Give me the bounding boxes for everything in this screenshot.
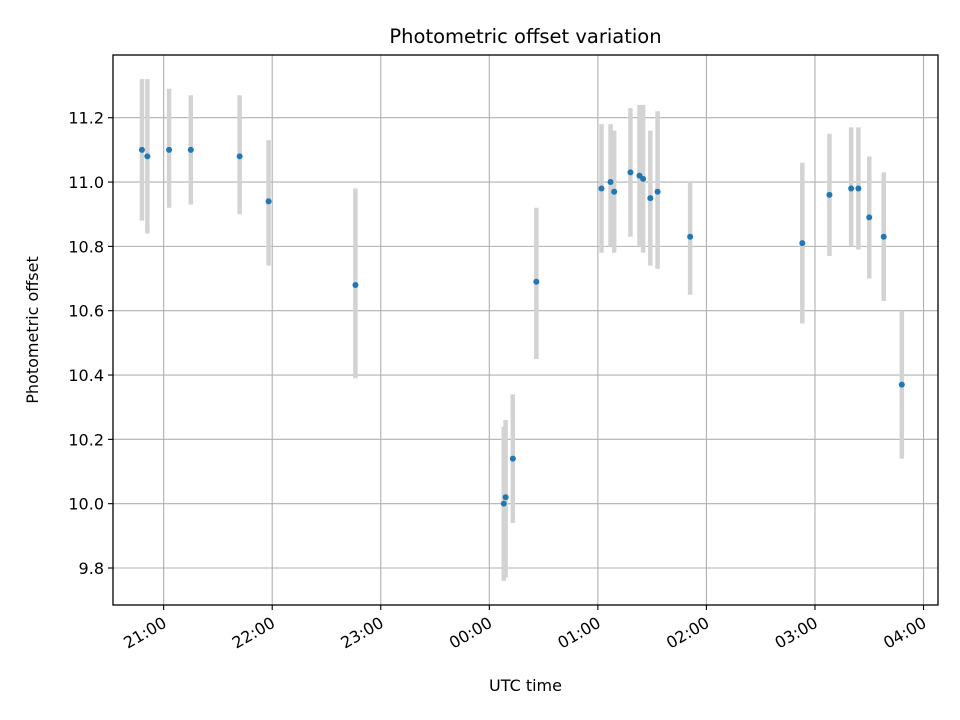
- y-tick-label: 10.6: [68, 302, 104, 321]
- data-point: [647, 195, 654, 202]
- data-point: [500, 500, 507, 507]
- y-tick-label: 10.2: [68, 430, 104, 449]
- data-point: [265, 198, 272, 205]
- data-point: [627, 169, 634, 176]
- y-tick-label: 9.8: [79, 559, 104, 578]
- y-tick-label: 11.0: [68, 173, 104, 192]
- data-point: [144, 153, 151, 160]
- data-point: [509, 455, 516, 462]
- y-tick-label: 10.4: [68, 366, 104, 385]
- data-point: [799, 240, 806, 247]
- data-point: [880, 233, 887, 240]
- data-point: [502, 494, 509, 501]
- plot-area-frame: [112, 54, 939, 606]
- x-axis-label: UTC time: [489, 676, 562, 695]
- y-tick-label: 10.0: [68, 495, 104, 514]
- data-point: [607, 179, 614, 186]
- data-point: [598, 185, 605, 192]
- chart-title: Photometric offset variation: [389, 25, 661, 48]
- data-point: [654, 188, 661, 195]
- data-point: [138, 146, 145, 153]
- data-point: [687, 233, 694, 240]
- data-points: [138, 146, 905, 507]
- data-point: [898, 381, 905, 388]
- data-point: [533, 278, 540, 285]
- data-point: [187, 146, 194, 153]
- data-point: [352, 281, 359, 288]
- y-axis-label: Photometric offset: [23, 256, 42, 404]
- data-point: [166, 146, 173, 153]
- y-tick-label: 11.2: [68, 109, 104, 128]
- data-point: [236, 153, 243, 160]
- data-point: [848, 185, 855, 192]
- grid: [113, 55, 938, 605]
- data-point: [611, 188, 618, 195]
- y-tick-label: 10.8: [68, 237, 104, 256]
- data-point: [640, 175, 647, 182]
- data-point: [826, 191, 833, 198]
- data-point: [866, 214, 873, 221]
- data-point: [855, 185, 862, 192]
